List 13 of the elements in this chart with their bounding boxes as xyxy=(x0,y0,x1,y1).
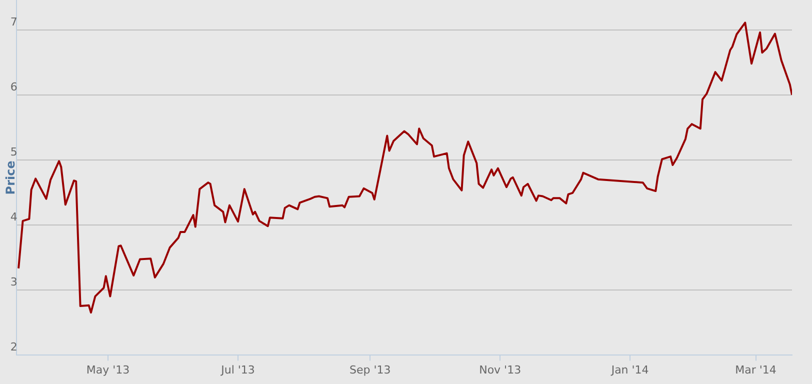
x-tick-label: Mar '14 xyxy=(735,363,776,376)
y-tick-label: 2 xyxy=(10,340,18,354)
y-tick-label: 7 xyxy=(10,16,18,29)
x-tick-label: May '13 xyxy=(86,363,130,376)
x-tick-label: Jan '14 xyxy=(610,363,649,376)
y-tick-label: 3 xyxy=(10,276,18,289)
x-tick-label: Jul '13 xyxy=(220,363,255,376)
y-tick-label: 4 xyxy=(10,210,18,224)
x-tick-label: Sep '13 xyxy=(349,363,391,376)
y-tick-label: 6 xyxy=(10,80,18,94)
y-axis-title: Price xyxy=(3,160,18,195)
x-tick-label: Nov '13 xyxy=(479,363,522,376)
y-tick-label: 5 xyxy=(10,146,18,159)
